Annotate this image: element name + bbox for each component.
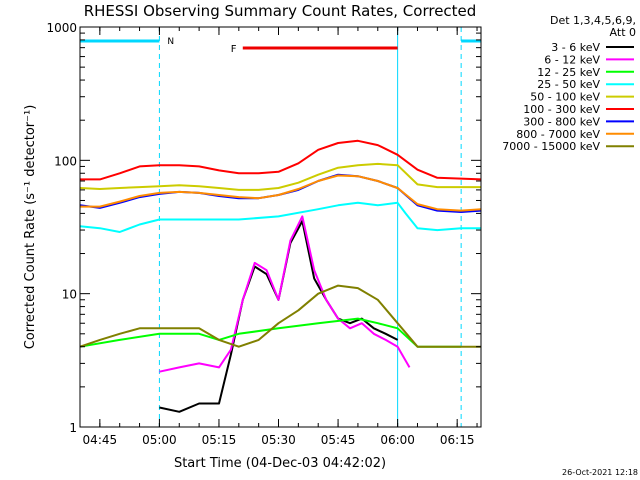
- legend-label-6: 300 - 800 keV: [523, 115, 600, 128]
- y-tick-label-2: 100: [54, 154, 77, 168]
- y-tick-label-1: 10: [62, 288, 77, 302]
- x-tick-label-5: 06:00: [380, 433, 415, 447]
- legend-header-detectors: Det 1,3,4,5,6,9,: [550, 14, 636, 27]
- legend-label-1: 6 - 12 keV: [544, 53, 600, 66]
- x-tick-label-4: 05:45: [321, 433, 356, 447]
- series-line-1: [159, 215, 411, 373]
- y-axis-label: Corrected Count Rate (s⁻¹ detector⁻¹): [23, 105, 38, 350]
- night-marker-label: N: [167, 37, 174, 47]
- legend-label-2: 12 - 25 keV: [537, 66, 600, 79]
- x-tick-label-6: 06:15: [440, 433, 475, 447]
- legend-label-0: 3 - 6 keV: [551, 41, 600, 54]
- legend-label-8: 7000 - 15000 keV: [502, 140, 600, 153]
- x-axis-label: Start Time (04-Dec-03 04:42:02): [174, 456, 386, 471]
- plot-frame: [79, 26, 482, 428]
- legend-label-4: 50 - 100 keV: [530, 91, 600, 104]
- timestamp: 26-Oct-2021 12:18: [562, 468, 638, 477]
- legend-label-5: 100 - 300 keV: [523, 103, 600, 116]
- series-line-4: [79, 162, 481, 191]
- series-lines: [79, 139, 482, 413]
- x-tick-label-0: 04:45: [83, 433, 118, 447]
- x-tick-label-1: 05:00: [142, 433, 177, 447]
- series-line-8: [79, 284, 481, 348]
- y-tick-label-3: 1000: [46, 21, 77, 35]
- series-line-3: [79, 201, 481, 233]
- legend-label-7: 800 - 7000 keV: [516, 128, 600, 141]
- x-tick-label-3: 05:30: [261, 433, 296, 447]
- flare-marker-label: F: [231, 44, 237, 55]
- y-tick-label-0: 1: [69, 421, 77, 435]
- series-line-7: [80, 174, 482, 212]
- time-spans: NF: [80, 27, 481, 427]
- legend-label-3: 25 - 50 keV: [537, 78, 600, 91]
- chart-title: RHESSI Observing Summary Count Rates, Co…: [84, 2, 477, 20]
- axes: 04:45 05:00 05:15 05:30 05:45 06:00 06:15 1 10 10…: [46, 21, 481, 447]
- series-line-5: [80, 139, 482, 181]
- legend-header-attenuator: Att 0: [610, 26, 636, 39]
- x-tick-label-2: 05:15: [202, 433, 237, 447]
